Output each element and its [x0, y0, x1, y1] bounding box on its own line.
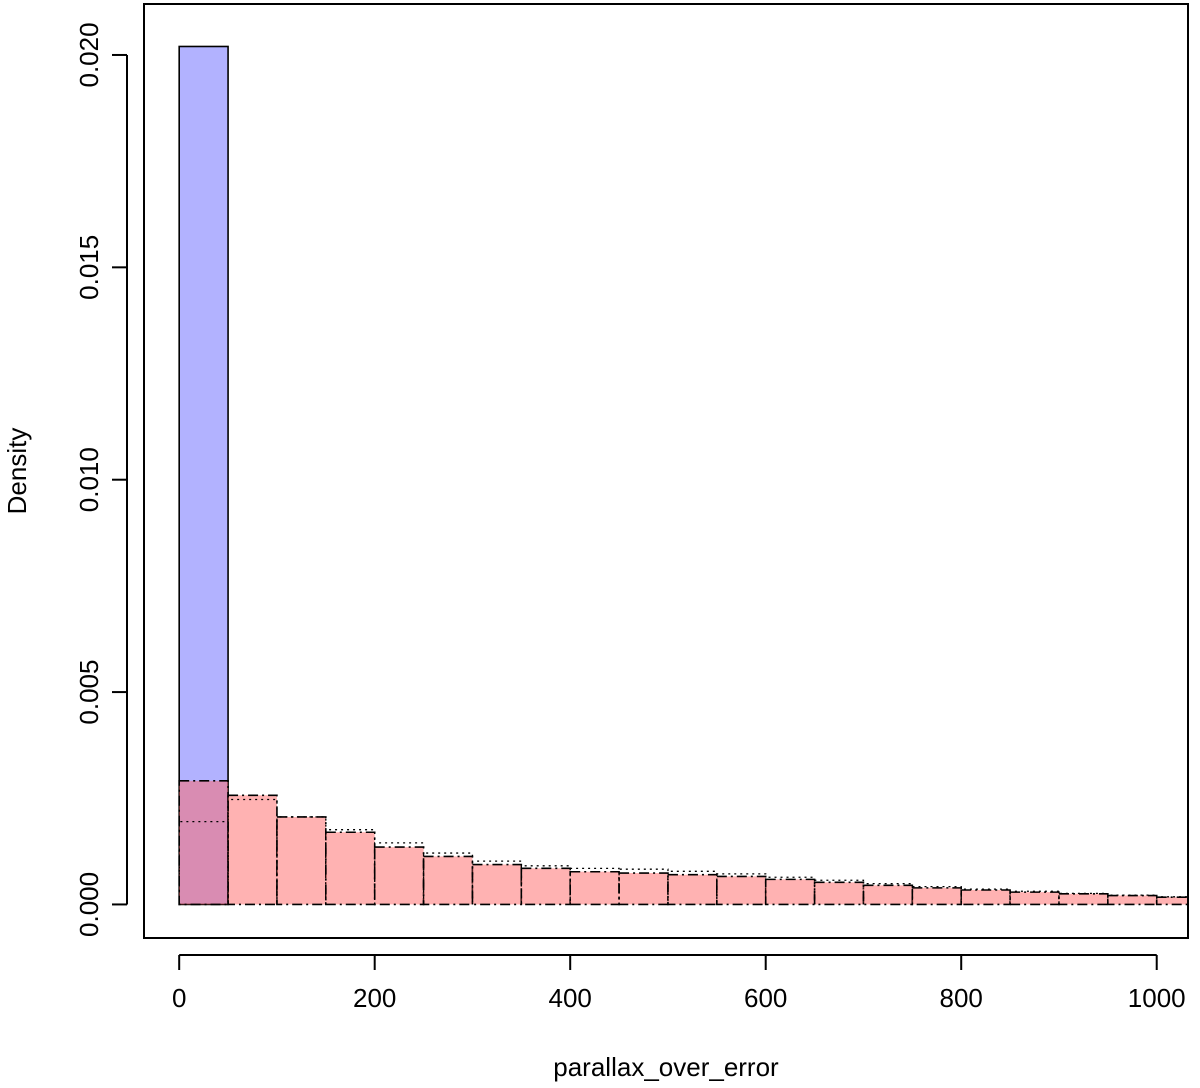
histogram-outline-bar — [374, 842, 425, 905]
histogram-bar — [667, 873, 718, 906]
histogram-bar — [618, 872, 669, 906]
y-tick-label: 0.020 — [74, 22, 104, 87]
histogram-outline-bar — [471, 860, 522, 905]
histogram-bar — [422, 855, 474, 906]
histogram-outline-bar — [960, 888, 1011, 905]
histogram-bar — [276, 816, 327, 906]
histogram-bar — [520, 867, 572, 906]
x-tick-label: 1000 — [1128, 983, 1186, 1013]
y-tick-label: 0.005 — [74, 660, 104, 725]
histogram-bar — [1155, 896, 1188, 906]
series-dotted-outline — [178, 798, 1188, 905]
histogram-bar — [960, 889, 1011, 906]
histogram-bar — [178, 45, 229, 906]
histogram-bar — [911, 887, 963, 906]
histogram-outline-bar — [911, 885, 962, 905]
series-red-bars — [178, 780, 1188, 906]
histogram-bar — [1107, 894, 1158, 906]
histogram-outline-bar — [765, 876, 816, 905]
histogram-bar — [862, 884, 914, 906]
x-tick-label: 200 — [353, 983, 396, 1013]
histogram-bar — [373, 846, 425, 906]
x-axis: 0 200 400 600 800 1000 — [172, 954, 1186, 1013]
histogram-bar — [1058, 893, 1109, 906]
histogram-bar — [471, 863, 523, 906]
histogram-bar — [813, 881, 865, 906]
series-blue-bars — [178, 45, 229, 906]
histogram-outline-bar — [520, 865, 571, 905]
histogram-outline-bar — [325, 829, 376, 905]
y-tick-label: 0.015 — [74, 235, 104, 300]
histogram-outline-bar — [1009, 890, 1060, 905]
histogram-bar — [227, 794, 278, 906]
x-axis-label: parallax_over_error — [553, 1052, 779, 1082]
histogram-bar — [178, 780, 229, 906]
x-tick-label: 800 — [940, 983, 983, 1013]
histogram-outline-bar — [422, 852, 474, 905]
x-tick-label: 400 — [549, 983, 592, 1013]
y-tick-label: 0.010 — [74, 447, 104, 512]
histogram-bar — [1009, 891, 1060, 906]
x-tick-label: 600 — [744, 983, 787, 1013]
histogram-outline-bar — [716, 873, 767, 905]
plot-frame — [143, 3, 1189, 939]
histogram-bar — [325, 831, 376, 906]
y-tick-label: 0.000 — [74, 872, 104, 937]
histogram-bar — [716, 875, 767, 906]
histogram-bar — [569, 870, 620, 906]
y-axis-label: Density — [2, 428, 32, 515]
y-axis: 0.000 0.005 0.010 0.015 0.020 — [74, 22, 128, 937]
histogram-bar — [764, 878, 816, 906]
x-tick-label: 0 — [172, 983, 186, 1013]
